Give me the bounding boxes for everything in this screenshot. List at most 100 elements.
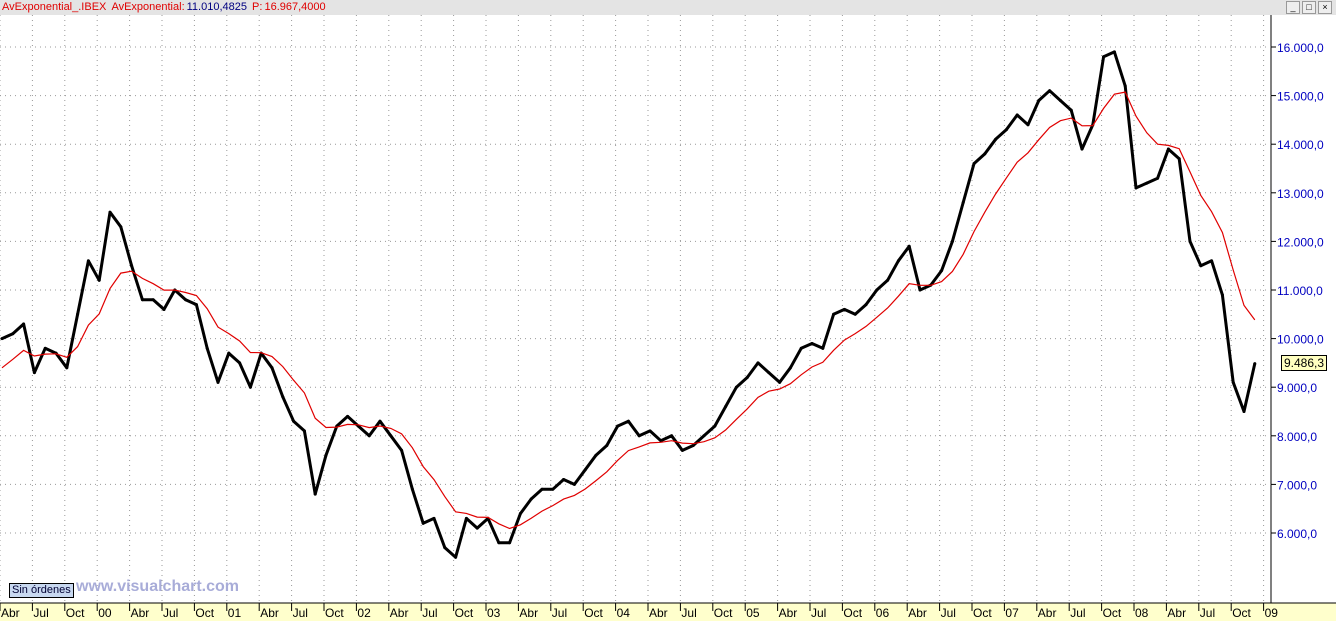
price-point	[518, 512, 522, 516]
price-point	[594, 453, 598, 457]
indicator-label: AvExponential:	[111, 1, 185, 13]
price-point	[140, 298, 144, 302]
orders-status-button[interactable]: Sin órdenes	[9, 583, 74, 598]
x-tick-label: Jul	[1070, 606, 1085, 620]
price-point	[508, 541, 512, 545]
price-point	[194, 303, 198, 307]
x-tick-label: Abr	[1, 606, 20, 620]
price-point	[821, 346, 825, 350]
price-point	[475, 526, 479, 530]
price-point	[713, 424, 717, 428]
price-point	[983, 152, 987, 156]
price-point	[400, 448, 404, 452]
price-point	[659, 439, 663, 443]
price-point	[1069, 108, 1073, 112]
price-point	[1004, 128, 1008, 132]
x-tick-label: 01	[228, 606, 242, 620]
x-tick-label: Abr	[519, 606, 538, 620]
price-point	[346, 414, 350, 418]
price-point	[119, 225, 123, 229]
price-point	[205, 346, 209, 350]
x-tick-label: 08	[1135, 606, 1149, 620]
price-point	[724, 405, 728, 409]
price-point	[227, 351, 231, 355]
ema-line	[1, 91, 1256, 530]
price-point	[1145, 181, 1149, 185]
price-point	[108, 210, 112, 214]
price-point	[1210, 259, 1214, 263]
price-point	[270, 366, 274, 370]
price-point	[907, 244, 911, 248]
price-point	[745, 375, 749, 379]
price-point	[702, 434, 706, 438]
x-tick-label: Oct	[843, 606, 862, 620]
price-point	[1188, 239, 1192, 243]
price-point	[389, 434, 393, 438]
price-point	[1231, 380, 1235, 384]
p-label: P:	[252, 1, 263, 13]
price-point	[950, 239, 954, 243]
minimize-button[interactable]: _	[1286, 1, 1300, 14]
x-tick-label: Oct	[1103, 606, 1122, 620]
price-point	[151, 298, 155, 302]
x-tick-label: Abr	[1038, 606, 1057, 620]
price-point	[65, 366, 69, 370]
x-tick-label: Jul	[681, 606, 696, 620]
price-point	[216, 380, 220, 384]
y-tick-label: 12.000,0	[1277, 235, 1324, 249]
x-tick-label: Jul	[422, 606, 437, 620]
close-button[interactable]: ×	[1318, 1, 1332, 14]
price-point	[97, 278, 101, 282]
price-point	[1199, 264, 1203, 268]
price-point	[540, 487, 544, 491]
price-point	[248, 385, 252, 389]
x-tick-label: Oct	[584, 606, 603, 620]
price-point	[691, 444, 695, 448]
x-tick-label: Oct	[1232, 606, 1251, 620]
price-point	[76, 312, 80, 316]
price-point	[605, 444, 609, 448]
price-point	[616, 424, 620, 428]
x-tick-label: 09	[1265, 606, 1279, 620]
x-tick-label: Jul	[33, 606, 48, 620]
price-point	[994, 137, 998, 141]
x-tick-label: 03	[487, 606, 501, 620]
price-point	[1102, 55, 1106, 59]
y-tick-label: 8.000,0	[1277, 430, 1317, 444]
price-point	[972, 162, 976, 166]
maximize-button[interactable]: □	[1302, 1, 1316, 14]
price-point	[562, 478, 566, 482]
price-point	[853, 312, 857, 316]
price-point	[1015, 113, 1019, 117]
y-tick-label: 9.000,0	[1277, 381, 1317, 395]
price-point	[1253, 362, 1257, 366]
price-point	[302, 429, 306, 433]
price-point	[1177, 157, 1181, 161]
price-point	[1037, 98, 1041, 102]
time-axis	[0, 603, 1336, 621]
x-tick-label: Abr	[779, 606, 798, 620]
x-tick-label: Oct	[325, 606, 344, 620]
price-point	[864, 303, 868, 307]
price-point	[238, 361, 242, 365]
series-label: AvExponential_.IBEX	[2, 1, 107, 13]
price-point	[1112, 50, 1116, 54]
y-tick-label: 10.000,0	[1277, 333, 1324, 347]
price-point	[1123, 84, 1127, 88]
price-point	[1134, 186, 1138, 190]
x-tick-label: Abr	[390, 606, 409, 620]
watermark: www.visualchart.com	[76, 578, 240, 595]
x-tick-label: Jul	[1200, 606, 1215, 620]
price-point	[734, 385, 738, 389]
price-point	[443, 546, 447, 550]
price-point	[130, 264, 134, 268]
price-point	[0, 337, 4, 341]
price-point	[292, 419, 296, 423]
x-tick-label: 04	[617, 606, 631, 620]
price-point	[410, 487, 414, 491]
price-point	[1166, 147, 1170, 151]
x-tick-label: 06	[876, 606, 890, 620]
x-tick-label: Oct	[195, 606, 214, 620]
price-point	[1058, 98, 1062, 102]
